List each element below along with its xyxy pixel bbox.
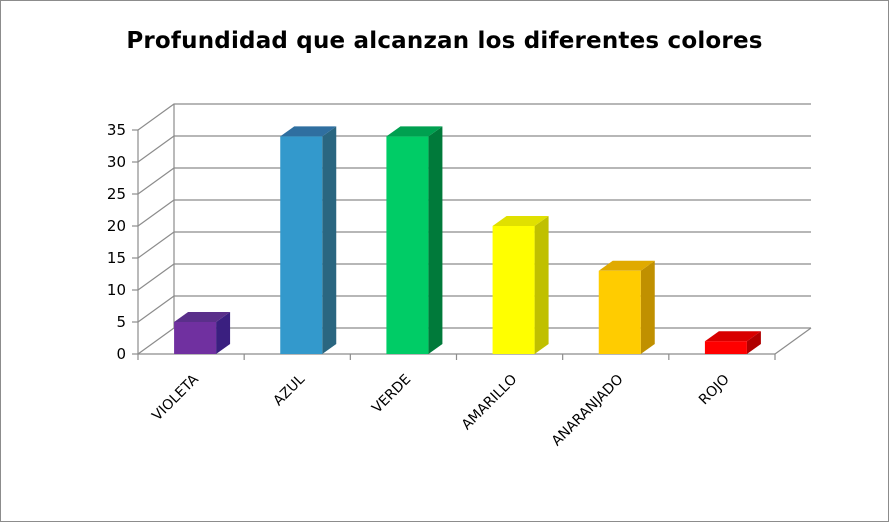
bar-side [322,126,337,355]
bar-amarillo [492,216,549,354]
y-tick-label: 35 [107,121,126,139]
bar-side [746,331,761,354]
y-tick-label: 0 [116,345,126,363]
bar-side [216,312,231,354]
bar-front [280,136,323,354]
x-tick-label: AZUL [270,371,308,409]
bar-top [174,312,231,322]
y-tick-label: 25 [107,185,126,203]
bar-rojo [704,331,761,354]
bar-front [174,322,217,354]
bar-top [598,260,655,271]
gridline-5 [137,295,811,323]
bar-azul [280,126,337,355]
bar-top [704,331,761,342]
x-tick-label: ANARANJADO [549,372,627,450]
bar-top [280,126,337,137]
bar-violeta [174,312,231,354]
bar-top [492,216,549,226]
y-tick-label: 10 [107,281,126,299]
bar-front [704,341,747,354]
x-tick-label: VERDE [369,372,414,417]
bar-verde [386,126,443,355]
y-tick-label: 30 [107,153,126,171]
bar-front [386,136,429,354]
bar-front [598,270,641,354]
gridline-10 [137,263,811,291]
y-tick-label: 5 [116,313,126,331]
y-tick-label: 20 [107,217,126,235]
x-tick-label: VIOLETA [149,371,202,424]
bar-side [428,126,443,355]
bar-side [640,260,655,354]
gridline-15 [137,231,811,259]
floor-edge [774,327,812,355]
gridline-30 [137,135,811,163]
gridline-35 [137,103,811,131]
bar-side [534,216,549,354]
bar-top [386,126,443,137]
y-tick-label: 15 [107,249,126,267]
gridline-25 [137,167,811,195]
chart-title: Profundidad que alcanzan los diferentes … [126,28,763,54]
bar-front [492,226,535,354]
gridline-20 [137,199,811,227]
x-tick-label: AMARILLO [459,372,521,434]
x-tick-label: ROJO [696,372,733,409]
bar-anaranjado [598,260,655,354]
